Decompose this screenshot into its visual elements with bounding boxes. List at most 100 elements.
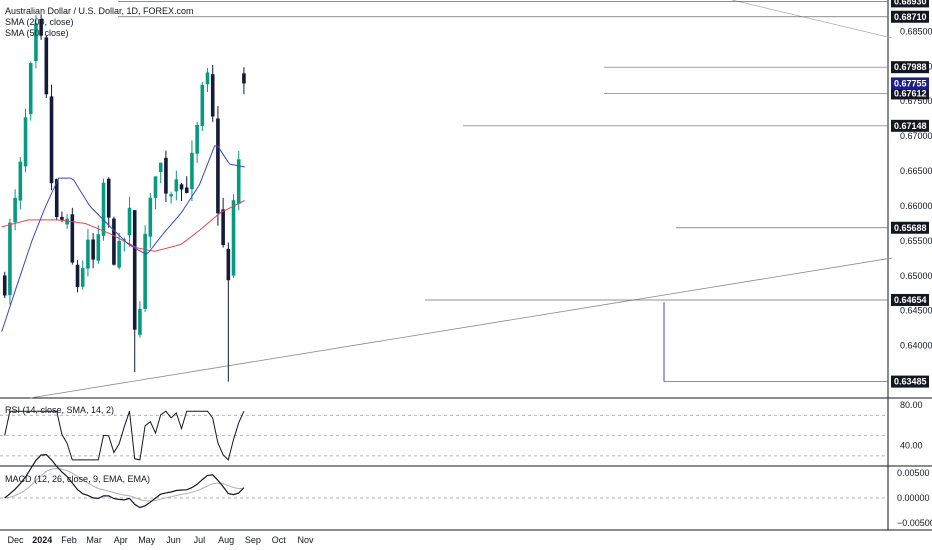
- current-price-tag: 0.67755: [894, 78, 927, 88]
- candle-body: [174, 179, 179, 192]
- date-tick-label: Apr: [114, 535, 128, 545]
- candle-body: [101, 182, 106, 236]
- candle-body: [2, 275, 7, 296]
- date-tick-label: 2024: [32, 535, 52, 545]
- candle-body: [28, 63, 33, 115]
- date-tick-label: Dec: [8, 535, 25, 545]
- sma50-line: [1, 145, 245, 332]
- date-tick-label: Mar: [86, 535, 102, 545]
- candle-body: [216, 118, 220, 214]
- rsi-tick-label: 80.00: [900, 400, 923, 410]
- rsi-tick-label: 40.00: [900, 441, 923, 451]
- level-tag-0: 0.68930: [894, 0, 927, 6]
- date-tick-label: Jun: [166, 535, 181, 545]
- candle-body: [231, 200, 236, 276]
- candle-body: [65, 218, 69, 225]
- candle-body: [184, 187, 189, 193]
- level-tag-bg-1: [891, 10, 929, 23]
- candle-body: [106, 178, 111, 218]
- level-tag-5: 0.65688: [894, 223, 927, 233]
- candle-body: [86, 239, 90, 269]
- macd-tick-label: −0.00500: [897, 518, 932, 528]
- candle-body: [205, 72, 210, 85]
- candle-body: [34, 23, 38, 62]
- date-tick-label: Nov: [297, 535, 314, 545]
- macd-signal-line: [4, 467, 244, 502]
- candle-body: [138, 308, 142, 335]
- candle-body: [54, 179, 59, 218]
- candle-body: [117, 240, 121, 268]
- price-tick-label: 0.67500: [900, 96, 932, 106]
- candle-body: [210, 74, 215, 117]
- candle-body: [80, 268, 85, 287]
- candle-body: [39, 19, 43, 36]
- candle-body: [8, 222, 12, 296]
- level-tag-2: 0.67988: [894, 62, 927, 72]
- chart-title: Australian Dollar / U.S. Dollar, 1D, FOR…: [5, 6, 194, 16]
- candle-body: [153, 176, 158, 198]
- price-tick-label: 0.65000: [900, 271, 932, 281]
- candle-body: [13, 197, 17, 223]
- candle-body: [143, 233, 147, 309]
- candle-body: [112, 218, 116, 265]
- candle-body: [127, 207, 132, 236]
- level-tag-bg-3: [891, 87, 929, 100]
- candle-body: [44, 37, 49, 95]
- date-tick-label: Jul: [194, 535, 206, 545]
- level-tag-7: 0.63485: [894, 377, 927, 387]
- level-tag-4: 0.67148: [894, 121, 927, 131]
- candle-body: [70, 214, 75, 263]
- candle-body: [96, 234, 101, 261]
- candle-body: [60, 216, 64, 220]
- candle-body: [23, 117, 28, 167]
- trendline-resistance: [731, 0, 893, 39]
- date-tick-label: Feb: [61, 535, 77, 545]
- candle-body: [179, 184, 184, 190]
- date-tick-label: May: [138, 535, 156, 545]
- price-tick-label: 0.65500: [900, 236, 932, 246]
- candle-body: [75, 264, 80, 288]
- price-tick-label: 0.67000: [900, 131, 932, 141]
- price-tick-label: 0.68500: [900, 26, 932, 36]
- macd-tick-label: 0.00000: [897, 493, 930, 503]
- level-tag-bg-4: [891, 119, 929, 132]
- candle-body: [169, 194, 173, 197]
- candle-body: [49, 96, 54, 184]
- level-tag-bg-6: [891, 293, 929, 306]
- price-tick-label: 0.64500: [900, 306, 932, 316]
- rsi-line: [4, 410, 245, 461]
- candle-body: [221, 209, 225, 245]
- level-tag-3: 0.67612: [894, 88, 927, 98]
- price-tick-label: 0.64000: [900, 341, 932, 351]
- price-tick-label: 0.66500: [900, 166, 932, 176]
- macd-legend-label: MACD (12, 26, close, 9, EMA, EMA): [5, 474, 151, 484]
- candle-body: [158, 162, 163, 172]
- date-tick-label: Aug: [218, 535, 234, 545]
- level-tag-bg-2: [891, 61, 929, 74]
- trendline-support: [29, 257, 893, 399]
- level-tag-1: 0.68710: [894, 12, 927, 22]
- price-tick-label: 0.66000: [900, 201, 932, 211]
- candle-body: [91, 239, 95, 260]
- macd-line: [4, 453, 245, 509]
- sma200-line: [1, 200, 245, 252]
- date-tick-label: Oct: [272, 535, 287, 545]
- candle-body: [195, 124, 199, 154]
- sma200-legend: SMA (200, close): [5, 17, 74, 27]
- candle-body: [190, 152, 194, 190]
- macd-tick-label: 0.00500: [897, 468, 930, 478]
- macd-legend: MACD (12, 26, close, 9, EMA, EMA): [5, 474, 150, 485]
- level-tag-bg-7: [891, 375, 929, 388]
- rsi-legend-label: RSI (14, close, SMA, 14, 2): [5, 405, 115, 415]
- date-tick-label: Sep: [245, 535, 261, 545]
- candle-body: [226, 248, 231, 281]
- level-tag-bg-5: [891, 221, 929, 234]
- sma50-legend: SMA (50, close): [5, 28, 69, 38]
- candle-body: [200, 84, 205, 126]
- candle-body: [236, 159, 241, 204]
- level-tag-6: 0.64654: [894, 295, 927, 305]
- candle-body: [18, 161, 23, 201]
- candle-body: [164, 157, 168, 194]
